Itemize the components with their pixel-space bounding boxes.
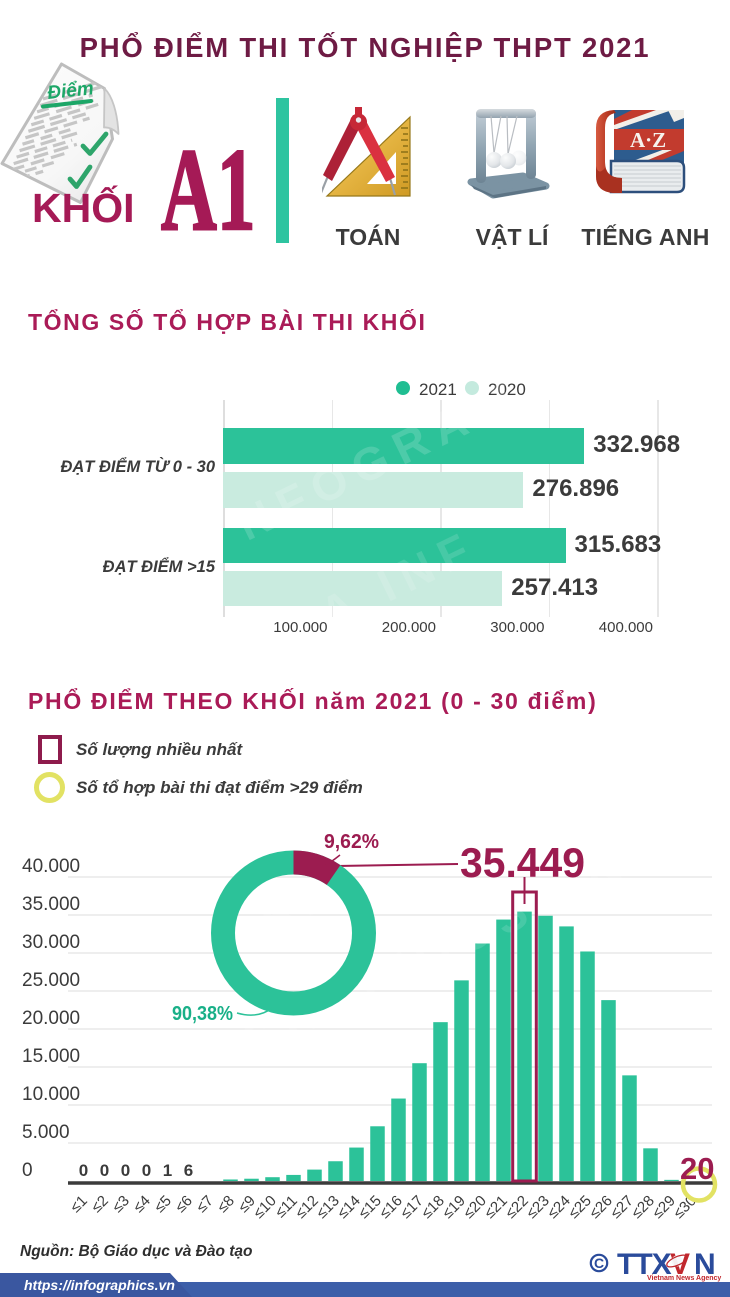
svg-text:N: N — [694, 1248, 716, 1281]
svg-text:9,62%: 9,62% — [324, 831, 379, 853]
svg-text:C: C — [594, 1255, 604, 1271]
svg-text:20: 20 — [680, 1151, 714, 1186]
svg-text:TTX: TTX — [617, 1248, 672, 1281]
svg-text:25.000: 25.000 — [22, 970, 80, 991]
svg-text:0: 0 — [100, 1161, 109, 1180]
svg-text:A·Z: A·Z — [630, 128, 666, 152]
svg-text:30.000: 30.000 — [22, 932, 80, 953]
svg-text:5.000: 5.000 — [22, 1122, 70, 1143]
svg-text:15.000: 15.000 — [22, 1046, 80, 1067]
svg-text:0: 0 — [121, 1161, 130, 1180]
svg-text:Vietnam News Agency: Vietnam News Agency — [647, 1275, 721, 1282]
svg-text:0: 0 — [142, 1161, 151, 1180]
svg-text:≤30: ≤30 — [670, 1192, 700, 1222]
svg-text:90,38%: 90,38% — [172, 1003, 233, 1025]
svg-text:40.000: 40.000 — [22, 856, 80, 877]
svg-text:6: 6 — [184, 1161, 193, 1180]
svg-text:35.000: 35.000 — [22, 894, 80, 915]
svg-text:1: 1 — [163, 1161, 172, 1180]
svg-text:20.000: 20.000 — [22, 1008, 80, 1029]
svg-text:0: 0 — [22, 1160, 33, 1181]
svg-text:0: 0 — [79, 1161, 88, 1180]
svg-text:10.000: 10.000 — [22, 1084, 80, 1105]
svg-text:35.449: 35.449 — [460, 839, 585, 886]
